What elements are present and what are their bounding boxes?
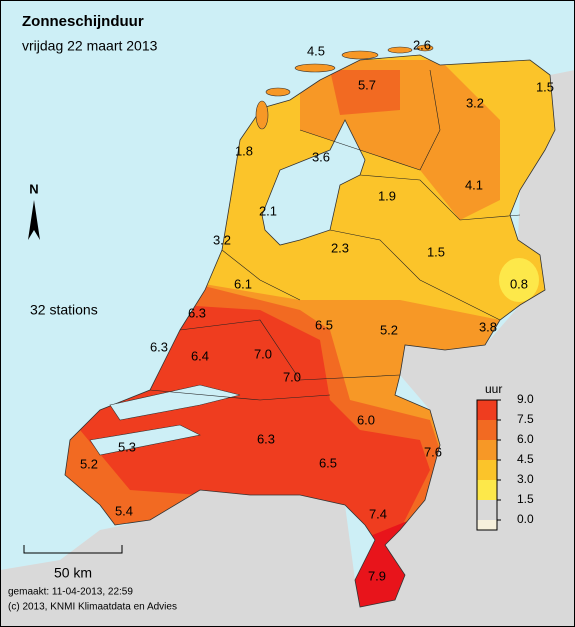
- station-value: 5.3: [118, 439, 136, 454]
- scale-bar: [23, 545, 123, 554]
- ijsselmeer: [261, 119, 366, 246]
- legend-swatch: [477, 520, 497, 530]
- station-value: 3.2: [466, 95, 484, 110]
- legend-swatch: [477, 460, 497, 480]
- legend-tick-label: 3.0: [517, 472, 534, 486]
- title: Zonneschijnduur: [22, 13, 144, 30]
- station-value: 5.2: [80, 456, 98, 471]
- legend-swatch: [477, 440, 497, 460]
- station-value: 7.6: [424, 444, 442, 459]
- station-value: 6.3: [150, 339, 168, 354]
- station-value: 5.2: [380, 322, 398, 337]
- station-value: 3.8: [479, 319, 497, 334]
- legend-swatch: [477, 420, 497, 440]
- delta-waters: [89, 384, 241, 456]
- north-label: N: [29, 181, 38, 196]
- station-value: 5.4: [115, 503, 133, 518]
- legend-swatch: [477, 480, 497, 500]
- station-value: 7.0: [254, 346, 272, 361]
- station-value: 1.8: [235, 143, 253, 158]
- legend-tick-label: 6.0: [517, 432, 534, 446]
- made-date: gemaakt: 11-04-2013, 22:59: [8, 587, 133, 598]
- station-count: 32 stations: [30, 302, 98, 318]
- station-value: 5.7: [358, 77, 376, 92]
- station-value: 1.5: [427, 244, 445, 259]
- station-value: 2.6: [413, 37, 431, 52]
- station-value: 1.5: [536, 79, 554, 94]
- station-value: 3.2: [213, 232, 231, 247]
- station-value: 7.9: [368, 568, 386, 583]
- legend-title: uur: [485, 382, 502, 396]
- legend-tick-label: 1.5: [517, 492, 534, 506]
- legend-tick-label: 9.0: [517, 392, 534, 406]
- station-value: 3.6: [312, 149, 330, 164]
- station-value: 7.4: [369, 506, 387, 521]
- station-value: 1.9: [378, 188, 396, 203]
- province-borders: [149, 69, 521, 401]
- north-arrow: [28, 200, 40, 240]
- station-value: 6.4: [191, 348, 209, 363]
- station-value: 0.8: [510, 276, 528, 291]
- land-abroad: [0, 70, 575, 627]
- station-value: 2.3: [331, 240, 349, 255]
- station-value: 6.3: [188, 305, 206, 320]
- station-value: 7.0: [283, 369, 301, 384]
- legend-tick-label: 7.5: [517, 412, 534, 426]
- station-value: 6.3: [257, 431, 275, 446]
- legend-swatch: [477, 400, 497, 420]
- station-value: 6.1: [234, 276, 252, 291]
- station-value: 6.5: [319, 455, 337, 470]
- legend-frame: [476, 399, 498, 531]
- station-value: 6.0: [357, 412, 375, 427]
- legend-tick-label: 4.5: [517, 452, 534, 466]
- copyright: (c) 2013, KNMI Klimaatdata en Advies: [8, 602, 177, 613]
- scale-label: 50 km: [54, 565, 92, 581]
- station-value: 6.5: [315, 317, 333, 332]
- legend-tick-label: 0.0: [517, 512, 534, 526]
- station-value: 4.1: [465, 177, 483, 192]
- wadden-islands: [255, 44, 434, 130]
- station-value: 4.5: [307, 43, 325, 58]
- subtitle: vrijdag 22 maart 2013: [22, 38, 158, 54]
- station-value: 2.1: [259, 203, 277, 218]
